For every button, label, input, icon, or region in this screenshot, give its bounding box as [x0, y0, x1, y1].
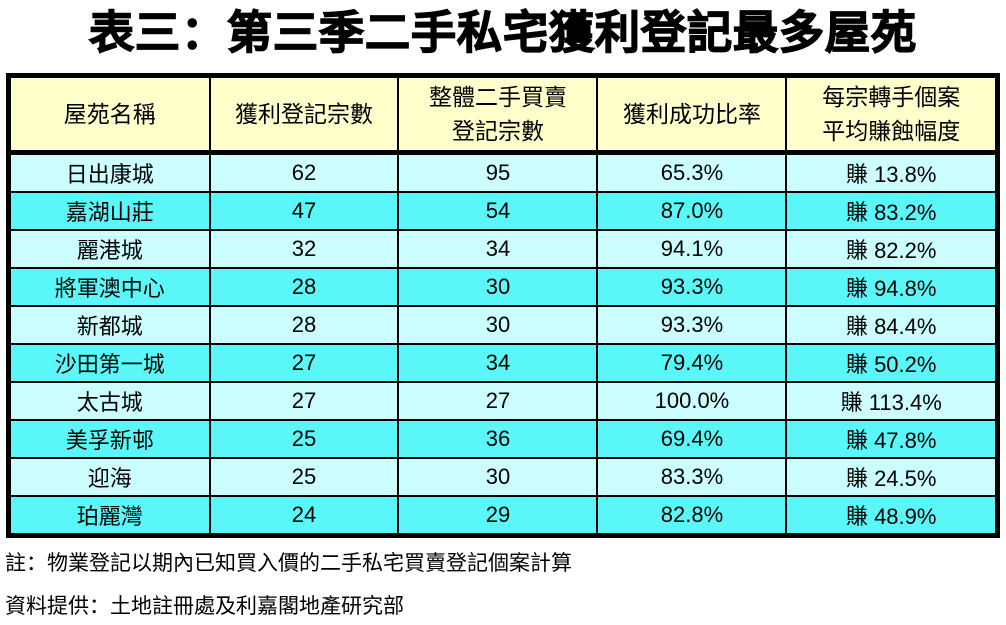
cell-profit-count: 25 — [208, 457, 400, 497]
cell-estate-name: 美孚新邨 — [7, 419, 211, 459]
table-row: 日出康城 62 95 65.3% 賺 13.8% — [7, 151, 999, 193]
column-header-profit-count: 獲利登記宗數 — [208, 74, 400, 155]
table-row: 新都城 28 30 93.3% 賺 84.4% — [7, 305, 999, 345]
column-header-avg-gain: 每宗轉手個案 平均賺蝕幅度 — [785, 74, 999, 155]
table-row: 麗港城 32 34 94.1% 賺 82.2% — [7, 229, 999, 269]
calculation-note: 註：物業登記以期內已知買入價的二手私宅買賣登記個案計算 — [5, 552, 572, 575]
cell-total-count: 30 — [397, 457, 599, 497]
cell-success-rate: 93.3% — [596, 305, 788, 345]
cell-success-rate: 82.8% — [596, 495, 788, 537]
cell-total-count: 30 — [397, 267, 599, 307]
cell-estate-name: 迎海 — [7, 457, 211, 497]
cell-profit-count: 28 — [208, 267, 400, 307]
table-row: 沙田第一城 27 34 79.4% 賺 50.2% — [7, 343, 999, 383]
cell-estate-name: 沙田第一城 — [7, 343, 211, 383]
column-header-success-rate: 獲利成功比率 — [596, 74, 788, 155]
cell-total-count: 30 — [397, 305, 599, 345]
table-body: 日出康城 62 95 65.3% 賺 13.8% 嘉湖山莊 47 54 87.0… — [7, 151, 999, 537]
cell-success-rate: 79.4% — [596, 343, 788, 383]
cell-profit-count: 27 — [208, 343, 400, 383]
cell-total-count: 95 — [397, 151, 599, 193]
cell-avg-gain: 賺 84.4% — [785, 305, 999, 345]
column-header-label: 獲利登記宗數 — [234, 101, 373, 127]
column-header-label: 獲利成功比率 — [622, 101, 761, 127]
cell-total-count: 54 — [397, 191, 599, 231]
cell-avg-gain: 賺 47.8% — [785, 419, 999, 459]
column-header-label-line1: 每宗轉手個案 — [822, 84, 961, 110]
cell-estate-name: 日出康城 — [7, 151, 211, 193]
cell-avg-gain: 賺 48.9% — [785, 495, 999, 537]
cell-avg-gain: 賺 113.4% — [785, 381, 999, 421]
table-row: 太古城 27 27 100.0% 賺 113.4% — [7, 381, 999, 421]
cell-total-count: 34 — [397, 229, 599, 269]
cell-avg-gain: 賺 24.5% — [785, 457, 999, 497]
cell-estate-name: 將軍澳中心 — [7, 267, 211, 307]
cell-estate-name: 嘉湖山莊 — [7, 191, 211, 231]
cell-avg-gain: 賺 50.2% — [785, 343, 999, 383]
cell-estate-name: 太古城 — [7, 381, 211, 421]
cell-total-count: 36 — [397, 419, 599, 459]
cell-total-count: 29 — [397, 495, 599, 537]
cell-estate-name: 新都城 — [7, 305, 211, 345]
footnotes: 註：物業登記以期內已知買入價的二手私宅買賣登記個案計算 資料提供：土地註冊處及利… — [5, 551, 1006, 620]
page-title: 表三：第三季二手私宅獲利登記最多屋苑 — [88, 6, 917, 58]
table-row: 迎海 25 30 83.3% 賺 24.5% — [7, 457, 999, 497]
cell-profit-count: 28 — [208, 305, 400, 345]
cell-avg-gain: 賺 94.8% — [785, 267, 999, 307]
source-note: 資料提供：土地註冊處及利嘉閣地產研究部 — [5, 595, 404, 618]
table-row: 嘉湖山莊 47 54 87.0% 賺 83.2% — [7, 191, 999, 231]
cell-profit-count: 27 — [208, 381, 400, 421]
cell-avg-gain: 賺 83.2% — [785, 191, 999, 231]
cell-success-rate: 93.3% — [596, 267, 788, 307]
cell-estate-name: 珀麗灣 — [7, 495, 211, 537]
column-header-label: 屋苑名稱 — [63, 101, 156, 127]
cell-success-rate: 87.0% — [596, 191, 788, 231]
column-header-label-line2: 平均賺蝕幅度 — [822, 118, 961, 144]
cell-success-rate: 65.3% — [596, 151, 788, 193]
column-header-label-line1: 整體二手買賣 — [428, 84, 567, 110]
column-header-label-line2: 登記宗數 — [451, 118, 544, 144]
profit-registration-table: 屋苑名稱 獲利登記宗數 整體二手買賣 登記宗數 獲利成功比率 每宗轉手個案 平均… — [6, 73, 1000, 538]
cell-profit-count: 32 — [208, 229, 400, 269]
column-header-total-registrations: 整體二手買賣 登記宗數 — [397, 74, 599, 155]
cell-estate-name: 麗港城 — [7, 229, 211, 269]
table-row: 美孚新邨 25 36 69.4% 賺 47.8% — [7, 419, 999, 459]
cell-success-rate: 100.0% — [596, 381, 788, 421]
cell-total-count: 27 — [397, 381, 599, 421]
column-header-estate-name: 屋苑名稱 — [7, 74, 211, 155]
cell-success-rate: 69.4% — [596, 419, 788, 459]
cell-avg-gain: 賺 13.8% — [785, 151, 999, 193]
cell-success-rate: 94.1% — [596, 229, 788, 269]
table-row: 將軍澳中心 28 30 93.3% 賺 94.8% — [7, 267, 999, 307]
cell-avg-gain: 賺 82.2% — [785, 229, 999, 269]
cell-profit-count: 25 — [208, 419, 400, 459]
cell-success-rate: 83.3% — [596, 457, 788, 497]
cell-profit-count: 62 — [208, 151, 400, 193]
cell-total-count: 34 — [397, 343, 599, 383]
cell-profit-count: 24 — [208, 495, 400, 537]
table-header-row: 屋苑名稱 獲利登記宗數 整體二手買賣 登記宗數 獲利成功比率 每宗轉手個案 平均… — [7, 74, 999, 155]
cell-profit-count: 47 — [208, 191, 400, 231]
table-row: 珀麗灣 24 29 82.8% 賺 48.9% — [7, 495, 999, 537]
